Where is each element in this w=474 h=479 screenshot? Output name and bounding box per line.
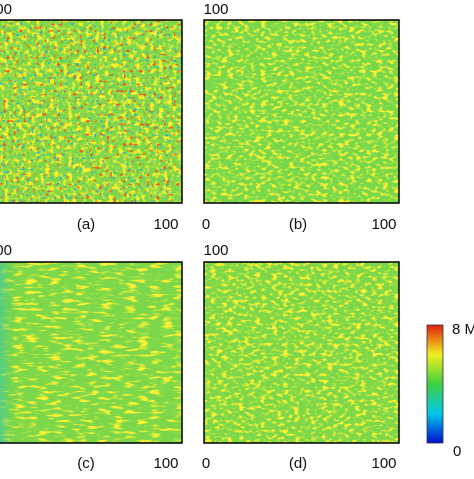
axis-label: 100 — [153, 216, 178, 233]
frame — [0, 261, 183, 444]
axis-label: 0 — [202, 216, 210, 233]
heatmap-d — [204, 262, 399, 443]
panel-label: (b) — [289, 216, 307, 233]
colorbar-min-label: 0 — [453, 443, 461, 460]
colorbar — [426, 324, 444, 444]
panel-label: (d) — [289, 455, 307, 472]
axis-label: 100 — [371, 216, 396, 233]
heatmap-a — [0, 20, 182, 203]
panel-label: (c) — [77, 455, 95, 472]
panel-label: (a) — [77, 216, 95, 233]
axis-label: 100 — [0, 1, 12, 18]
heatmap-edge — [0, 262, 182, 443]
axis-label: 100 — [0, 242, 12, 259]
axis-label: 100 — [153, 455, 178, 472]
frame — [203, 261, 400, 444]
colorbar-max-label: 8 M — [452, 321, 474, 338]
axis-label: 100 — [203, 1, 228, 18]
axis-label: 100 — [371, 455, 396, 472]
frame — [0, 19, 183, 204]
axis-label: 100 — [203, 242, 228, 259]
frame — [203, 19, 400, 204]
axis-label: 0 — [202, 455, 210, 472]
heatmap-b — [204, 20, 399, 203]
